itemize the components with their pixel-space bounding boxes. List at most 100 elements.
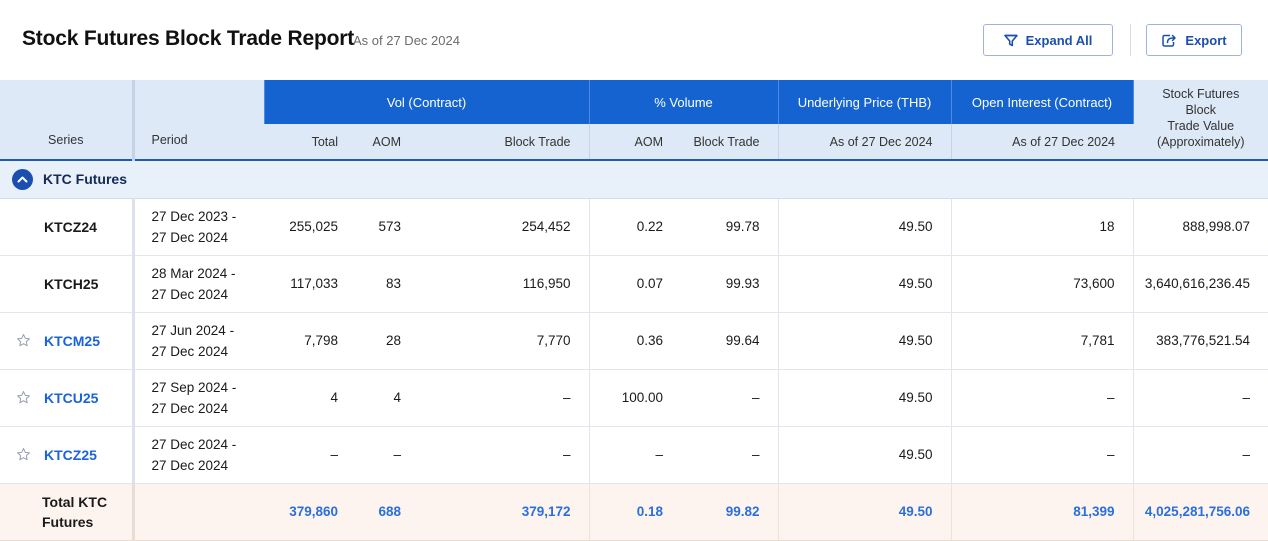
pct-block-cell: 99.78 — [681, 198, 779, 256]
period-cell: 27 Dec 2023 - 27 Dec 2024 — [133, 198, 264, 256]
total-period-cell — [133, 483, 264, 541]
pct-aom-cell: 0.36 — [588, 312, 681, 370]
series-link[interactable]: KTCU25 — [44, 389, 99, 406]
vol-aom-cell: 28 — [356, 312, 419, 370]
period-end: 27 Dec 2024 — [151, 343, 229, 359]
col-header-pct-aom: AOM — [588, 124, 681, 161]
sfbt-value-cell: 888,998.07 — [1132, 198, 1268, 256]
total-label: Total KTC Futures — [0, 483, 135, 541]
table-row: KTCM25 27 Jun 2024 -27 Dec 2024 7,798 28 7,7… — [0, 312, 1268, 370]
underlying-price-cell: 49.50 — [777, 426, 952, 484]
period-cell: 27 Jun 2024 - 27 Dec 2024 — [133, 312, 264, 370]
group-row-ktc-futures[interactable]: KTC Futures — [0, 160, 1268, 199]
underlying-price-cell: 49.50 — [777, 198, 952, 256]
period-end: 27 Dec 2024 — [151, 457, 229, 473]
vol-block-cell: 116,950 — [419, 255, 589, 313]
vol-total-cell: 4 — [264, 369, 356, 427]
col-header-sfbt-value: Stock Futures Block Trade Value (Approxi… — [1133, 80, 1268, 161]
vol-block-cell: 7,770 — [419, 312, 589, 370]
period-start: 27 Sep 2024 - — [151, 379, 237, 395]
sfbt-value-cell: – — [1132, 426, 1268, 484]
series-cell: KTCZ24 — [0, 198, 135, 256]
open-interest-cell: 18 — [950, 198, 1134, 256]
star-outline-icon[interactable] — [16, 333, 34, 348]
open-interest-cell: 73,600 — [950, 255, 1134, 313]
pct-block-cell: – — [681, 426, 779, 484]
vol-total-cell: 117,033 — [264, 255, 356, 313]
pct-aom-cell: 0.07 — [588, 255, 681, 313]
report-header: Stock Futures Block Trade Report As of 2… — [0, 0, 1268, 80]
toolbar-divider — [1130, 24, 1131, 56]
period-start: 27 Dec 2023 - — [151, 208, 237, 224]
total-vol-total: 379,860 — [264, 483, 356, 541]
series-cell: KTCU25 — [0, 369, 135, 427]
col-header-period: Period — [133, 80, 264, 161]
vol-aom-cell: 4 — [356, 369, 419, 427]
table-row: KTCZ25 27 Dec 2024 -27 Dec 2024– – – – –49.50… — [0, 426, 1268, 484]
sfbt-header-line1: Stock Futures Block — [1162, 87, 1240, 117]
block-trade-table: Series Period Vol (Contract) % Volume Un… — [0, 80, 1268, 541]
col-group-pct-volume: % Volume — [588, 80, 779, 124]
total-vol-aom: 688 — [356, 483, 419, 541]
export-icon — [1161, 33, 1177, 48]
underlying-price-cell: 49.50 — [777, 369, 952, 427]
col-header-vol-block: Block Trade — [419, 124, 589, 161]
total-label-line1: Total KTC — [42, 493, 108, 510]
star-outline-icon[interactable] — [16, 447, 34, 462]
series-label: KTCH25 — [44, 275, 99, 292]
series-cell: KTCH25 — [0, 255, 135, 313]
series-label: KTCZ24 — [44, 218, 97, 235]
col-header-series: Series — [0, 80, 135, 161]
table-row: KTCU25 27 Sep 2024 -27 Dec 2024 4 4–100.00–… — [0, 369, 1268, 427]
vol-aom-cell: 573 — [356, 198, 419, 256]
sfbt-header-line2: Trade Value (Approximately) — [1157, 119, 1245, 149]
vol-block-cell: 254,452 — [419, 198, 589, 256]
total-pct-block: 99.82 — [681, 483, 779, 541]
series-cell: KTCZ25 — [0, 426, 135, 484]
vol-aom-cell: – — [356, 426, 419, 484]
expand-all-button[interactable]: Expand All — [983, 24, 1113, 56]
underlying-price-cell: 49.50 — [777, 312, 952, 370]
pct-aom-cell: – — [588, 426, 681, 484]
period-cell: 27 Sep 2024 - 27 Dec 2024 — [133, 369, 264, 427]
series-link[interactable]: KTCZ25 — [44, 446, 97, 463]
open-interest-cell: – — [950, 369, 1134, 427]
table-row: KTCZ24 27 Dec 2023 - 27 Dec 2024 255,025 573… — [0, 198, 1268, 256]
col-header-vol-total: Total — [264, 124, 356, 161]
total-label-line2: Futures — [42, 513, 94, 530]
vol-aom-cell: 83 — [356, 255, 419, 313]
period-start: 28 Mar 2024 - — [151, 265, 236, 281]
col-group-vol: Vol (Contract) — [263, 80, 590, 124]
period-end: 27 Dec 2024 — [151, 400, 229, 416]
sfbt-value-cell: 383,776,521.54 — [1132, 312, 1268, 370]
page-title: Stock Futures Block Trade Report — [22, 27, 355, 50]
table-row: KTCH25 28 Mar 2024 - 27 Dec 2024 117,033 83 1… — [0, 255, 1268, 313]
total-sfbt-value: 4,025,281,756.06 — [1132, 483, 1268, 541]
pct-aom-cell: 100.00 — [588, 369, 681, 427]
series-link[interactable]: KTCM25 — [44, 332, 101, 349]
total-underlying: 49.50 — [777, 483, 952, 541]
period-cell: 27 Dec 2024 - 27 Dec 2024 — [133, 426, 264, 484]
series-cell: KTCM25 — [0, 312, 135, 370]
total-pct-aom: 0.18 — [588, 483, 681, 541]
open-interest-cell: – — [950, 426, 1134, 484]
chevron-up-icon[interactable] — [12, 168, 33, 190]
period-cell: 28 Mar 2024 - 27 Dec 2024 — [133, 255, 264, 313]
vol-block-cell: – — [419, 369, 589, 427]
period-start: 27 Jun 2024 - — [151, 322, 235, 338]
col-header-underlying-asof: As of 27 Dec 2024 — [777, 124, 952, 161]
export-label: Export — [1185, 32, 1227, 48]
as-of-date: As of 27 Dec 2024 — [353, 33, 460, 48]
total-row: Total KTC Futures 379,860 688 379,172 0.… — [0, 483, 1268, 541]
col-group-underlying-price: Underlying Price (THB) — [777, 80, 952, 124]
period-end: 27 Dec 2024 — [151, 286, 229, 302]
star-outline-icon[interactable] — [16, 390, 34, 405]
col-header-pct-block: Block Trade — [681, 124, 779, 161]
col-group-open-interest: Open Interest (Contract) — [950, 80, 1134, 124]
vol-total-cell: – — [264, 426, 356, 484]
group-label: KTC Futures — [43, 171, 127, 188]
pct-block-cell: 99.64 — [681, 312, 779, 370]
export-button[interactable]: Export — [1146, 24, 1242, 56]
expand-all-label: Expand All — [1025, 32, 1093, 48]
total-vol-block: 379,172 — [419, 483, 589, 541]
